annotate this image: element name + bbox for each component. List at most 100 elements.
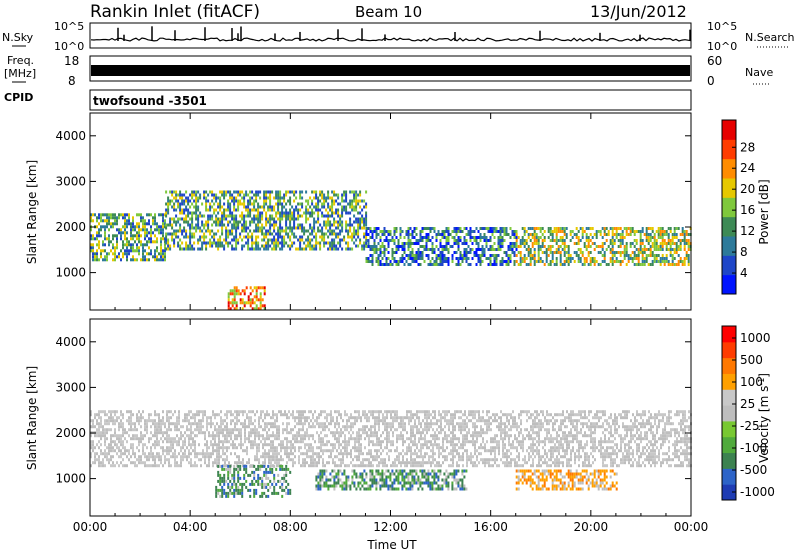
scatter-cell <box>247 238 250 242</box>
scatter-cell <box>309 223 312 227</box>
scatter-cell <box>374 449 376 453</box>
scatter-cell <box>173 241 176 245</box>
scatter-cell <box>221 223 224 227</box>
scatter-cell <box>234 425 236 429</box>
scatter-cell <box>379 230 382 233</box>
scatter-cell <box>350 425 352 429</box>
scatter-cell <box>341 193 344 197</box>
scatter-cell <box>561 242 564 245</box>
scatter-cell <box>227 208 230 212</box>
scatter-cell <box>142 216 144 220</box>
scatter-cell <box>114 443 116 447</box>
scatter-cell <box>193 193 196 197</box>
scatter-cell <box>291 232 294 236</box>
scatter-cell <box>196 434 198 438</box>
scatter-cell <box>235 229 238 233</box>
scatter-cell <box>253 301 256 305</box>
scatter-cell <box>437 254 440 257</box>
scatter-cell <box>281 214 284 218</box>
scatter-cell <box>106 216 108 220</box>
scatter-cell <box>329 208 332 212</box>
scatter-cell <box>649 254 652 257</box>
scatter-cell <box>237 193 240 197</box>
scatter-cell <box>226 446 228 450</box>
scatter-cell <box>637 251 640 254</box>
scatter-cell <box>172 422 174 426</box>
scatter-cell <box>226 455 228 459</box>
scatter-cell <box>452 464 454 468</box>
scatter-cell <box>170 422 172 426</box>
scatter-cell <box>384 410 386 414</box>
scatter-cell <box>248 431 250 435</box>
scatter-cell <box>454 443 456 447</box>
scatter-cell <box>362 410 364 414</box>
scatter-cell <box>167 247 170 251</box>
scatter-cell <box>188 437 190 441</box>
scatter-cell <box>304 446 306 450</box>
scatter-cell <box>471 257 474 260</box>
scatter-cell <box>319 199 322 203</box>
scatter-cell <box>328 449 330 453</box>
scatter-cell <box>154 216 156 220</box>
scatter-cell <box>178 416 180 420</box>
scatter-cell <box>158 413 160 417</box>
scatter-cell <box>191 220 194 224</box>
scatter-cell <box>282 428 284 432</box>
scatter-cell <box>357 229 360 233</box>
scatter-cell <box>160 461 162 465</box>
scatter-cell <box>399 257 402 260</box>
scatter-cell <box>235 244 238 248</box>
scatter-cell <box>134 425 136 429</box>
scatter-cell <box>428 410 430 414</box>
scatter-cell <box>621 251 624 254</box>
scatter-cell <box>200 425 202 429</box>
scatter-cell <box>453 239 456 242</box>
scatter-cell <box>229 289 232 293</box>
scatter-cell <box>281 202 284 206</box>
scatter-cell <box>285 232 288 236</box>
scatter-cell <box>112 440 114 444</box>
scatter-cell <box>471 248 474 251</box>
scatter-cell <box>450 452 452 456</box>
scatter-cell <box>136 249 138 253</box>
scatter-cell <box>655 245 658 248</box>
scatter-cell <box>625 254 628 257</box>
scatter-cell <box>432 449 434 453</box>
scatter-cell <box>571 236 574 239</box>
scatter-cell <box>261 211 264 215</box>
scatter-cell <box>409 239 412 242</box>
scatter-cell <box>104 434 106 438</box>
scatter-cell <box>276 413 278 417</box>
scatter-cell <box>268 461 270 465</box>
scatter-cell <box>487 263 490 266</box>
scatter-cell <box>426 440 428 444</box>
scatter-cell <box>138 449 140 453</box>
scatter-cell <box>210 455 212 459</box>
scatter-cell <box>108 452 110 456</box>
scatter-cell <box>110 434 112 438</box>
scatter-cell <box>140 416 142 420</box>
scatter-cell <box>298 431 300 435</box>
scatter-cell <box>339 229 342 233</box>
scatter-cell <box>529 239 532 242</box>
scatter-cell <box>212 437 214 441</box>
scatter-cell <box>621 260 624 263</box>
scatter-cell <box>448 428 450 432</box>
scatter-cell <box>426 422 428 426</box>
scatter-cell <box>493 227 496 230</box>
scatter-cell <box>481 251 484 254</box>
scatter-cell <box>106 437 108 441</box>
scatter-cell <box>340 461 342 465</box>
scatter-cell <box>330 431 332 435</box>
scatter-cell <box>330 413 332 417</box>
scatter-cell <box>212 443 214 447</box>
scatter-cell <box>132 413 134 417</box>
scatter-cell <box>247 208 250 212</box>
scatter-cell <box>173 196 176 200</box>
scatter-cell <box>366 434 368 438</box>
scatter-cell <box>269 199 272 203</box>
scatter-cell <box>235 292 238 296</box>
scatter-cell <box>213 202 216 206</box>
scatter-cell <box>404 428 406 432</box>
scatter-cell <box>392 410 394 414</box>
